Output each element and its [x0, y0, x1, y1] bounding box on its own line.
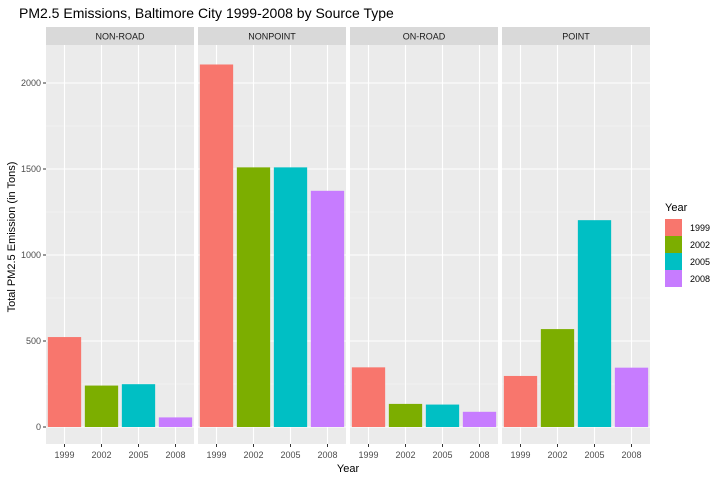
x-tick-label: 1999: [54, 450, 74, 460]
chart-title: PM2.5 Emissions, Baltimore City 1999-200…: [19, 5, 394, 21]
facet-strip-label: POINT: [562, 32, 590, 42]
legend-label: 2005: [690, 257, 710, 267]
y-axis: 0 500 1000 1500 2000: [21, 78, 46, 432]
x-tick-label: 2005: [280, 450, 300, 460]
legend-swatch: [665, 219, 682, 236]
facet-panel: NON-ROAD 1999 2002 2005 2008: [46, 27, 194, 460]
facet-strip: [502, 27, 650, 45]
facet-strip: [350, 27, 498, 45]
bar-non-road-2008: [158, 417, 193, 427]
facet-panels: NON-ROAD 1999 2002 2005 2008 NONPOINT 1999 2002…: [46, 27, 650, 460]
facet-panel: NONPOINT 1999 2002 2005 2008: [198, 27, 346, 460]
bar-point-2005: [577, 220, 612, 427]
x-tick-label: 2002: [91, 450, 111, 460]
bar-point-2002: [540, 329, 575, 427]
x-tick-label: 2002: [547, 450, 567, 460]
bar-non-road-1999: [47, 337, 82, 427]
x-tick-label: 2008: [469, 450, 489, 460]
facet-strip-label: NON-ROAD: [96, 32, 145, 42]
bar-non-road-2005: [121, 384, 156, 427]
x-tick-label: 2005: [128, 450, 148, 460]
bar-nonpoint-1999: [199, 64, 234, 427]
y-tick-label: 2000: [21, 78, 41, 88]
x-tick-label: 1999: [358, 450, 378, 460]
legend-label: 1999: [690, 223, 710, 233]
legend-swatch: [665, 270, 682, 287]
legend-title: Year: [665, 202, 688, 214]
bar-on-road-2008: [462, 411, 497, 427]
bar-point-2008: [614, 367, 649, 427]
x-axis-title: Year: [337, 463, 360, 475]
y-tick-label: 1000: [21, 250, 41, 260]
y-axis-title: Total PM2.5 Emission (in Tons): [6, 162, 18, 313]
x-tick-label: 1999: [510, 450, 530, 460]
x-tick-label: 2008: [165, 450, 185, 460]
bar-nonpoint-2008: [310, 190, 345, 427]
facet-panel: ON-ROAD 1999 2002 2005 2008: [350, 27, 498, 460]
facet-strip-label: NONPOINT: [248, 32, 296, 42]
legend-swatch: [665, 253, 682, 270]
bar-point-1999: [503, 375, 538, 427]
x-tick-label: 2005: [432, 450, 452, 460]
legend-label: 2002: [690, 240, 710, 250]
x-tick-label: 2002: [395, 450, 415, 460]
bar-on-road-2005: [425, 404, 460, 427]
facet-strip: [46, 27, 194, 45]
legend-label: 2008: [690, 274, 710, 284]
bar-on-road-2002: [388, 403, 423, 427]
bar-nonpoint-2002: [236, 167, 271, 427]
bar-on-road-1999: [351, 367, 386, 427]
x-tick-label: 1999: [206, 450, 226, 460]
y-tick-label: 500: [26, 336, 41, 346]
x-tick-label: 2002: [243, 450, 263, 460]
x-tick-label: 2005: [584, 450, 604, 460]
bar-non-road-2002: [84, 385, 119, 427]
facet-strip: [198, 27, 346, 45]
facet-strip-label: ON-ROAD: [403, 32, 446, 42]
x-tick-label: 2008: [621, 450, 641, 460]
legend-swatch: [665, 236, 682, 253]
y-tick-label: 0: [36, 422, 41, 432]
x-tick-label: 2008: [317, 450, 337, 460]
facet-panel: POINT 1999 2002 2005 2008: [502, 27, 650, 460]
bar-nonpoint-2005: [273, 167, 308, 427]
y-tick-label: 1500: [21, 164, 41, 174]
